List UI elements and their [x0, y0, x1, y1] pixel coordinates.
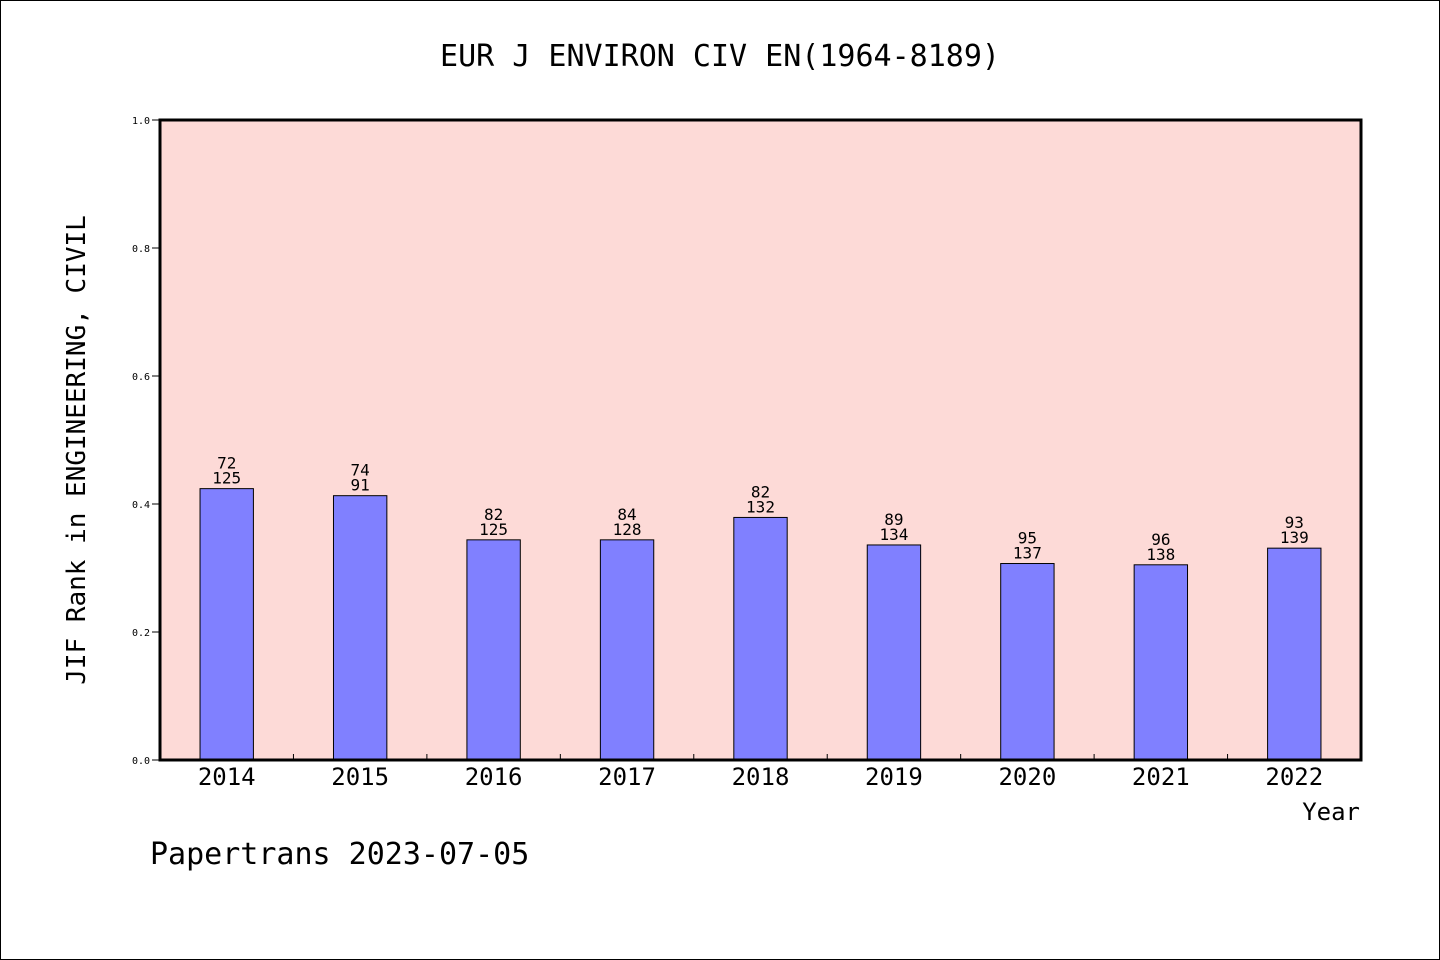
x-tick-label: 2015 [331, 763, 389, 791]
y-axis: 0.0 0.2 0.4 0.6 0.8 1.0 [132, 116, 160, 767]
bar-2021 [1133, 564, 1189, 761]
bar-total-label: 132 [746, 497, 775, 516]
chart-title: EUR J ENVIRON CIV EN(1964-8189) [440, 39, 1000, 74]
bar-rank-label: 82 [751, 482, 770, 501]
bar-rank-label: 96 [1151, 530, 1170, 549]
bar-2020 [1000, 563, 1055, 761]
x-tick-label: 2014 [198, 763, 256, 791]
x-tick-label: 2017 [598, 763, 656, 791]
bar-rank-label: 72 [217, 454, 236, 473]
x-tick-label: 2022 [1265, 763, 1323, 791]
bar-2019 [866, 544, 922, 761]
bar-2022 [1267, 547, 1322, 761]
y-tick-label: 0.2 [132, 628, 150, 639]
bar-2016 [466, 539, 521, 761]
bar-2015 [332, 495, 388, 761]
bar-total-label: 137 [1013, 544, 1042, 563]
bar-total-label: 125 [479, 520, 508, 539]
x-axis: 2014 2015 2016 2017 2018 2019 2020 2021 2022 [198, 754, 1323, 791]
bar-total-label: 138 [1146, 545, 1175, 564]
bar-total-label: 91 [351, 476, 370, 495]
plot-border [158, 118, 1363, 762]
bar-2018 [733, 516, 788, 761]
bar-rank-label: 84 [617, 505, 636, 524]
bar-total-label: 134 [879, 525, 908, 544]
bar-total-label: 128 [613, 520, 642, 539]
y-tick-label: 0.4 [132, 500, 150, 511]
bar-2017 [599, 539, 655, 761]
y-tick-label: 1.0 [132, 116, 150, 127]
x-tick-label: 2019 [865, 763, 923, 791]
x-tick-label: 2020 [998, 763, 1056, 791]
bar-rank-label: 93 [1285, 513, 1304, 532]
x-tick-label: 2018 [732, 763, 790, 791]
bar-rank-label: 74 [351, 461, 370, 480]
bar-group [199, 488, 1322, 761]
bar-total-label: 125 [212, 469, 241, 488]
y-tick-label: 0.0 [132, 756, 150, 767]
bar-rank-label: 89 [884, 510, 903, 529]
bar-total-label: 139 [1280, 528, 1309, 547]
y-axis-label: JIF Rank in ENGINEERING, CIVIL [62, 215, 92, 685]
x-axis-label: Year [1302, 798, 1360, 826]
footer-text: Papertrans 2023-07-05 [150, 837, 529, 872]
y-tick-label: 0.8 [132, 244, 150, 255]
bar-2014 [199, 488, 254, 761]
x-tick-label: 2021 [1132, 763, 1190, 791]
bar-rank-label: 95 [1018, 529, 1037, 548]
bar-rank-label: 82 [484, 505, 503, 524]
x-tick-label: 2016 [465, 763, 523, 791]
y-tick-label: 0.6 [132, 372, 150, 383]
